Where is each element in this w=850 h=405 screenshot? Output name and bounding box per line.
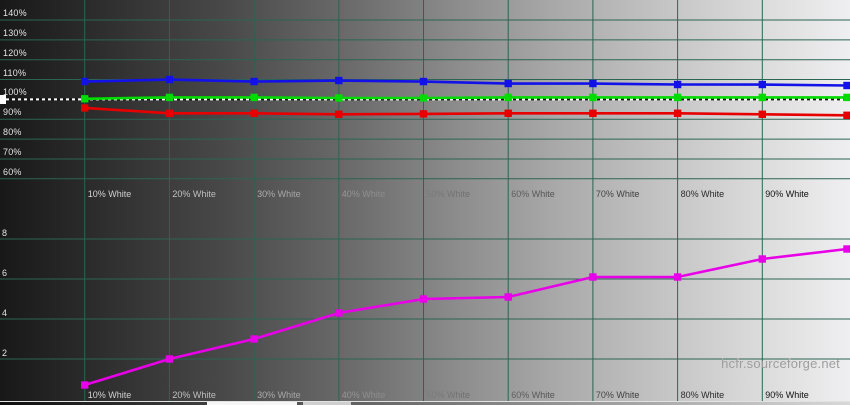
green-level-marker — [335, 94, 343, 102]
delta-e-marker — [843, 245, 850, 253]
xtick-label-mid: 50% White — [426, 189, 471, 199]
xtick-label-bottom: 10% White — [87, 390, 132, 400]
chart-bottom-border — [0, 401, 850, 402]
ytick-label-top: 130% — [3, 27, 27, 38]
delta-e-line — [84, 247, 848, 387]
green-level-marker — [673, 93, 682, 102]
xtick-label-bottom: 50% White — [426, 390, 471, 400]
xtick-label-mid: 10% White — [87, 189, 132, 199]
blue-level-marker — [673, 80, 682, 89]
red-level-marker — [589, 109, 597, 117]
red-level-marker — [673, 109, 682, 117]
blue-level-marker — [504, 79, 512, 88]
ytick-label-bottom: 6 — [2, 268, 8, 278]
hcfr-watermark: hcfr.sourceforge.net — [721, 356, 840, 371]
green-level-line — [84, 96, 847, 101]
xtick-label-mid: 90% White — [765, 189, 809, 199]
ytick-label-top: 120% — [3, 47, 27, 58]
delta-e-marker — [504, 293, 512, 301]
blue-level-line — [84, 78, 848, 87]
red-level-marker — [843, 111, 850, 119]
ytick-label-top: 140% — [3, 8, 27, 18]
red-level-marker — [335, 110, 343, 118]
ytick-label-bottom: 8 — [2, 228, 8, 238]
xtick-label-mid: 20% White — [172, 189, 216, 199]
red-level-marker — [419, 110, 428, 118]
green-level-marker — [419, 94, 428, 102]
xtick-label-bottom: 20% White — [172, 390, 216, 400]
green-level-marker — [81, 95, 89, 103]
bottom-edge-highlight — [303, 402, 351, 405]
delta-e-marker — [758, 255, 766, 263]
green-level-marker — [165, 93, 174, 102]
ytick-label-top: 90% — [3, 107, 22, 118]
blue-level-marker — [758, 80, 766, 89]
blue-level-marker — [250, 77, 258, 86]
red-level-marker — [504, 109, 512, 117]
red-level-marker — [758, 110, 766, 118]
green-level-marker — [843, 93, 850, 102]
delta-e-marker — [335, 309, 343, 317]
xtick-label-bottom: 90% White — [765, 390, 809, 400]
reference-level-handle[interactable] — [0, 95, 6, 104]
ytick-label-top: 70% — [3, 146, 22, 157]
xtick-label-mid: 80% White — [680, 189, 725, 199]
xtick-label-bottom: 40% White — [341, 390, 386, 400]
blue-level-marker — [843, 81, 850, 90]
delta-e-marker — [419, 295, 428, 303]
xtick-label-bottom: 60% White — [511, 390, 555, 400]
xtick-label-mid: 60% White — [511, 189, 555, 199]
ytick-label-bottom: 4 — [2, 308, 8, 318]
green-level-marker — [589, 93, 597, 102]
ytick-label-top: 80% — [3, 127, 22, 138]
ytick-label-top: 60% — [3, 166, 22, 177]
bottom-window-edge — [0, 402, 850, 405]
ytick-label-top: 100% — [3, 87, 27, 98]
blue-level-marker — [589, 79, 597, 88]
delta-e-marker — [165, 355, 174, 363]
delta-e-marker — [250, 335, 258, 343]
delta-e-marker — [81, 381, 89, 389]
delta-e-marker — [673, 273, 682, 281]
blue-level-marker — [81, 77, 89, 86]
blue-level-marker — [419, 77, 428, 86]
bottom-edge-highlight — [207, 402, 297, 405]
delta-e-marker — [589, 273, 597, 281]
xtick-label-mid: 30% White — [257, 189, 301, 199]
xtick-label-mid: 70% White — [595, 189, 640, 199]
red-level-line — [84, 106, 848, 117]
green-level-marker — [250, 93, 258, 102]
blue-level-marker — [165, 75, 174, 84]
xtick-label-mid: 40% White — [341, 189, 386, 199]
red-level-marker — [250, 109, 258, 117]
ytick-label-top: 110% — [3, 67, 27, 78]
blue-level-marker — [335, 76, 343, 85]
xtick-label-bottom: 80% White — [680, 390, 725, 400]
green-level-marker — [758, 93, 766, 102]
red-level-marker — [165, 109, 174, 117]
xtick-label-bottom: 70% White — [595, 390, 640, 400]
red-level-marker — [81, 104, 89, 112]
green-level-marker — [504, 93, 512, 102]
xtick-label-bottom: 30% White — [257, 390, 301, 400]
ytick-label-bottom: 2 — [2, 348, 8, 358]
